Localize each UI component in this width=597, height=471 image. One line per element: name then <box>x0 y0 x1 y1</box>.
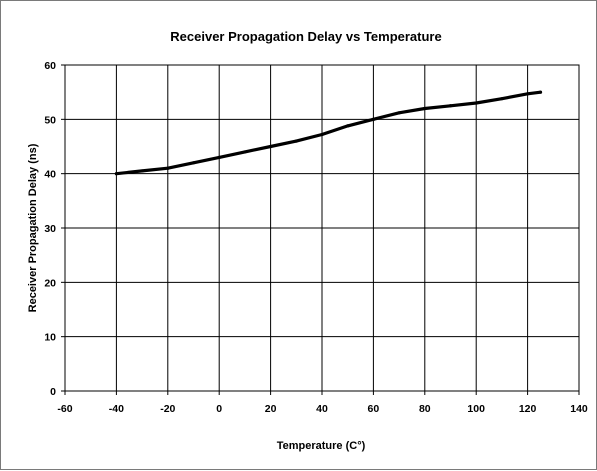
data-point <box>500 97 504 101</box>
data-point <box>140 169 144 173</box>
x-axis-ticks: -60 -40 -20 0 20 40 60 80 100 120 140 <box>57 391 588 415</box>
x-axis-title: Temperature (C°) <box>277 440 366 452</box>
x-tick-label: 80 <box>419 403 431 415</box>
data-point <box>114 172 118 176</box>
y-axis-title: Receiver Propagation Delay (ns) <box>27 143 39 312</box>
x-tick-label: 100 <box>467 403 485 415</box>
y-tick-label: 30 <box>44 223 56 235</box>
x-tick-label: -40 <box>109 403 124 415</box>
data-point <box>397 111 401 115</box>
y-tick-label: 0 <box>50 386 56 398</box>
grid-lines <box>64 64 580 392</box>
series-layer <box>114 90 543 176</box>
x-tick-label: 40 <box>316 403 328 415</box>
data-point <box>371 117 375 121</box>
chart-title: Receiver Propagation Delay vs Temperatur… <box>170 29 441 44</box>
x-tick-label: -60 <box>57 403 72 415</box>
data-point <box>346 124 350 128</box>
data-point <box>448 104 453 108</box>
data-point <box>243 150 247 154</box>
data-point <box>526 92 530 96</box>
data-point <box>320 132 324 137</box>
series-line <box>114 90 543 176</box>
x-tick-label: 20 <box>265 403 277 415</box>
data-point <box>191 161 196 165</box>
y-axis-ticks: 0 10 20 30 40 50 60 <box>44 60 65 398</box>
y-tick-label: 60 <box>44 60 56 72</box>
data-point <box>538 90 543 94</box>
y-tick-label: 20 <box>44 277 56 289</box>
x-tick-label: 140 <box>570 403 588 415</box>
y-tick-label: 10 <box>44 332 56 344</box>
data-point <box>294 139 298 143</box>
x-tick-label: 60 <box>368 403 380 415</box>
data-point <box>423 106 427 111</box>
data-point <box>269 144 273 149</box>
y-tick-label: 50 <box>44 114 56 126</box>
y-tick-label: 40 <box>44 169 56 181</box>
x-tick-label: -20 <box>160 403 175 415</box>
data-point <box>166 166 170 170</box>
data-point <box>217 155 221 159</box>
data-point <box>474 101 478 105</box>
x-tick-label: 120 <box>519 403 537 415</box>
x-tick-label: 0 <box>216 403 222 415</box>
